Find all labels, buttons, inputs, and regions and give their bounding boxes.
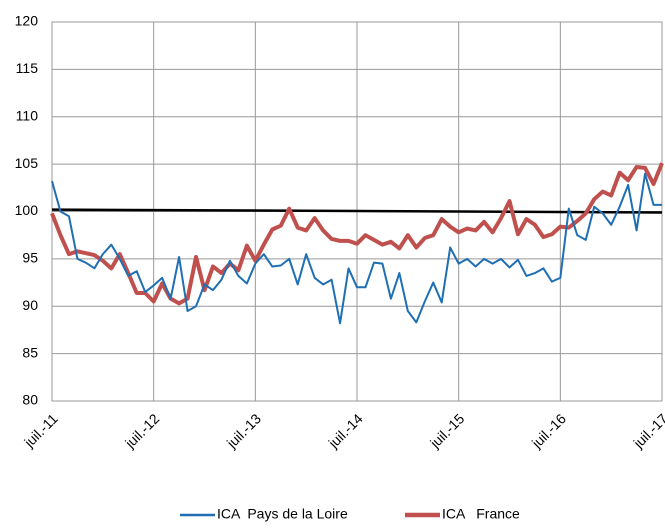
x-tick-label: juil.-13: [223, 410, 264, 451]
y-tick-label: 95: [22, 250, 38, 266]
y-tick-label: 85: [22, 344, 38, 360]
reference-line: [51, 208, 663, 214]
y-tick-label: 105: [15, 155, 39, 171]
x-tick-label: juil.-14: [325, 410, 366, 451]
x-tick-label: juil.-15: [426, 410, 467, 451]
series-line: [50, 162, 664, 306]
y-tick-label: 90: [22, 297, 38, 313]
legend-label: ICA France: [442, 506, 520, 522]
y-tick-label: 110: [16, 107, 39, 123]
x-tick-label: juil.-12: [121, 410, 162, 451]
y-tick-label: 100: [15, 202, 39, 218]
series-line: [51, 172, 662, 325]
legend-label: ICA Pays de la Loire: [217, 506, 348, 522]
x-tick-label: juil.-16: [528, 410, 569, 451]
y-tick-label: 80: [22, 392, 38, 408]
y-tick-label: 115: [16, 60, 39, 76]
x-tick-label: juil.-17: [630, 410, 665, 451]
y-tick-label: 120: [15, 13, 39, 29]
x-tick-label: juil.-11: [20, 410, 61, 451]
